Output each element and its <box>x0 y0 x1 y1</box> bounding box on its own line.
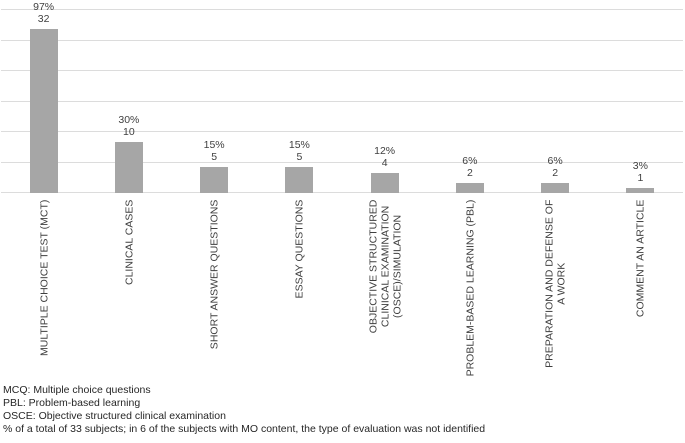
percent-label: 12% <box>374 144 396 157</box>
bar <box>114 141 143 193</box>
bar-value-label: 15% 5 <box>172 139 257 163</box>
category-label-slot: SHORT ANSWER QUESTIONS <box>172 193 257 377</box>
percent-label: 6% <box>547 154 563 167</box>
category-label-slot: PREPARATION AND DEFENSE OF A WORK <box>513 193 598 377</box>
bar-value-label: 3% 1 <box>598 160 683 184</box>
gridline <box>1 70 683 71</box>
count-label: 10 <box>123 125 135 138</box>
category-label-rotated: PROBLEM-BASED LEARNING (PBL) <box>427 193 512 377</box>
count-label: 2 <box>552 166 559 179</box>
footnotes: MCQ: Multiple choice questions PBL: Probl… <box>3 384 673 436</box>
category-label-rotated: PREPARATION AND DEFENSE OF A WORK <box>513 193 598 377</box>
category-label: OBJECTIVE STRUCTURED CLINICAL EXAMINATION… <box>366 200 403 334</box>
bar <box>626 187 655 193</box>
bar-value-label: 6% 2 <box>513 155 598 179</box>
bar <box>285 167 314 193</box>
category-label-rotated: COMMENT AN ARTICLE <box>598 193 683 377</box>
category-label: MULTIPLE CHOICE TEST (MCT) <box>37 200 50 357</box>
category-label-slot: CLINICAL CASES <box>86 193 171 377</box>
category-label-rotated: MULTIPLE CHOICE TEST (MCT) <box>1 193 86 377</box>
percent-label: 97% <box>33 1 55 13</box>
bar <box>455 182 484 193</box>
category-label-rotated: SHORT ANSWER QUESTIONS <box>172 193 257 377</box>
count-label: 4 <box>381 156 388 169</box>
count-label: 2 <box>466 166 473 179</box>
percent-label: 30% <box>118 113 140 126</box>
count-label: 5 <box>296 151 303 164</box>
count-label: 5 <box>211 151 218 164</box>
bar <box>370 172 399 193</box>
gridline <box>1 161 683 163</box>
category-label-slot: COMMENT AN ARTICLE <box>598 193 683 377</box>
category-label-rotated: OBJECTIVE STRUCTURED CLINICAL EXAMINATION… <box>342 193 427 377</box>
bar-value-label: 30% 10 <box>86 114 171 138</box>
bar-value-label: 6% 2 <box>427 155 512 179</box>
category-label-rotated: CLINICAL CASES <box>86 193 171 377</box>
category-label: PROBLEM-BASED LEARNING (PBL) <box>463 200 476 377</box>
category-label-rotated: ESSAY QUESTIONS <box>257 193 342 377</box>
bar <box>200 167 229 193</box>
gridline <box>1 39 683 41</box>
bar <box>541 182 570 193</box>
x-axis-label-area: MULTIPLE CHOICE TEST (MCT) CLINICAL CASES… <box>1 193 683 377</box>
footnote-line: PBL: Problem-based learning <box>3 397 141 409</box>
category-label: COMMENT AN ARTICLE <box>634 200 647 318</box>
category-label: SHORT ANSWER QUESTIONS <box>208 200 221 350</box>
category-label: ESSAY QUESTIONS <box>293 200 306 299</box>
percent-label: 6% <box>462 154 478 167</box>
category-label-slot: PROBLEM-BASED LEARNING (PBL) <box>427 193 512 377</box>
count-label: 32 <box>37 13 50 25</box>
category-label-slot: OBJECTIVE STRUCTURED CLINICAL EXAMINATION… <box>342 193 427 377</box>
bar-value-label: 12% 4 <box>342 145 427 169</box>
plot-area: 97% 32 30% 10 15% 5 15% 5 12% 4 6% 2 6% 2 3% 1 <box>1 0 683 193</box>
percent-label: 15% <box>288 139 310 152</box>
bar-value-label: 97% 32 <box>1 1 86 25</box>
gridline <box>1 100 683 102</box>
category-label-slot: MULTIPLE CHOICE TEST (MCT) <box>1 193 86 377</box>
count-label: 1 <box>637 171 644 184</box>
x-axis-line <box>1 192 683 193</box>
gridline <box>1 131 683 132</box>
percent-label: 3% <box>632 159 648 172</box>
gridline <box>1 9 683 10</box>
percent-label: 15% <box>203 139 225 152</box>
footnote-line: MCQ: Multiple choice questions <box>3 384 151 396</box>
category-label: PREPARATION AND DEFENSE OF A WORK <box>543 200 568 369</box>
bar <box>29 29 58 193</box>
footnote-line: % of a total of 33 subjects; in 6 of the… <box>3 423 486 435</box>
footnote-line: OSCE: Objective structured clinical exam… <box>3 410 226 422</box>
category-label: CLINICAL CASES <box>122 200 135 286</box>
bar-value-label: 15% 5 <box>257 139 342 163</box>
category-label-slot: ESSAY QUESTIONS <box>257 193 342 377</box>
